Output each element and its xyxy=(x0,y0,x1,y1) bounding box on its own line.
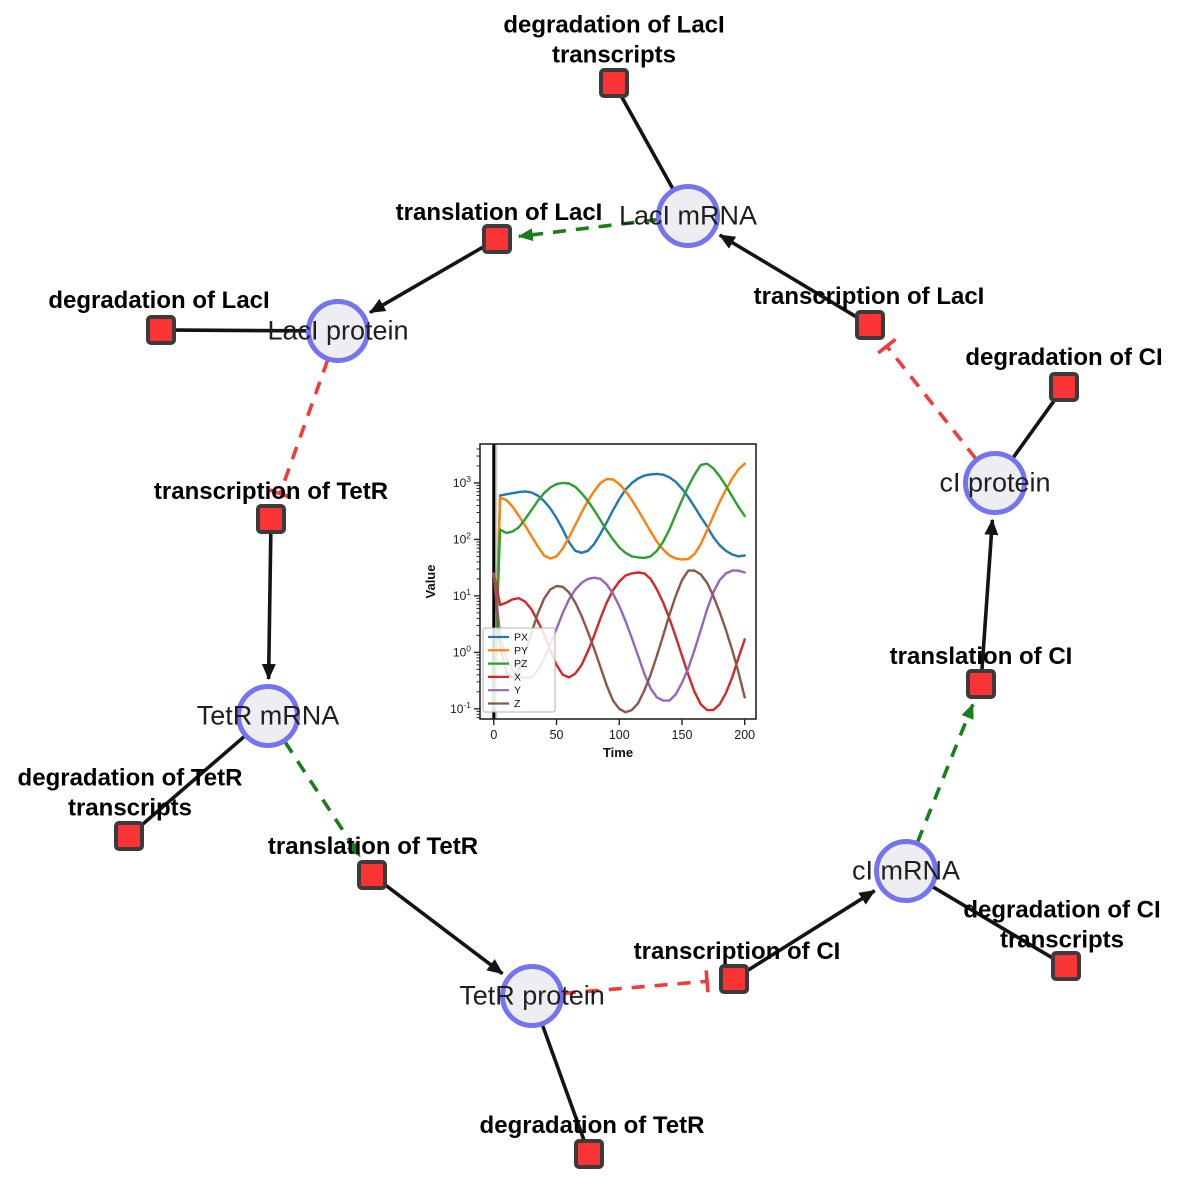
reaction-node-tsc-tetr[interactable] xyxy=(256,504,286,534)
legend-label: PZ xyxy=(514,658,528,670)
series-line-PZ xyxy=(492,462,746,710)
x-tick-label: 100 xyxy=(609,728,630,742)
series-line-Z xyxy=(492,569,746,714)
species-node-laci-protein[interactable] xyxy=(306,299,370,363)
species-node-laci-mrna[interactable] xyxy=(656,184,720,248)
reaction-label-line: degradation of LacI xyxy=(503,11,725,39)
reaction-node-tsc-laci[interactable] xyxy=(855,310,885,340)
reaction-label-tsl-tetr: translation of TetR xyxy=(268,832,478,862)
edge-reactant-ci-protein-to-deg-ci xyxy=(1011,398,1057,459)
reaction-node-deg-laci-transcripts[interactable] xyxy=(599,68,629,98)
x-axis-label: Time xyxy=(603,745,633,760)
edge-product-tsl-laci-to-laci-protein xyxy=(369,244,485,315)
species-label-laci-mrna: LacI mRNA xyxy=(618,200,758,231)
legend-label: X xyxy=(514,671,521,683)
reaction-node-deg-ci[interactable] xyxy=(1049,372,1079,402)
species-label-laci-protein: LacI protein xyxy=(267,315,409,346)
x-tick-label: 150 xyxy=(672,728,693,742)
series-line-PY xyxy=(492,462,746,710)
reaction-label-deg-tetr: degradation of TetR xyxy=(480,1111,705,1141)
reaction-label-tsl-ci: translation of CI xyxy=(890,642,1073,672)
series-line-PX xyxy=(492,472,746,710)
reaction-label-line: translation of TetR xyxy=(267,833,479,861)
reaction-node-deg-ci-transcripts[interactable] xyxy=(1051,951,1081,981)
edge-product-tsc-tetr-to-tetr-mrna xyxy=(261,533,276,680)
reaction-label-line: degradation of TetR xyxy=(17,764,243,792)
species-label-tetr-mrna: TetR mRNA xyxy=(196,700,340,731)
reaction-label-deg-ci-transcripts: degradation of CI transcripts xyxy=(963,895,1160,954)
reaction-label-line: translation of LacI xyxy=(395,199,603,227)
edge-modifier-ci-mrna-to-tsl-ci xyxy=(915,703,975,843)
reaction-label-line: translation of CI xyxy=(889,643,1073,671)
legend-label: Z xyxy=(514,698,521,710)
edge-inhibition-tetr-protein-to-tsc-ci xyxy=(562,970,710,996)
y-tick-label: 103 xyxy=(453,474,471,490)
edge-reactant-laci-protein-to-deg-laci xyxy=(175,328,308,333)
reaction-label-line: transcripts xyxy=(67,794,193,821)
reaction-node-tsl-ci[interactable] xyxy=(966,669,996,699)
edge-product-tsc-ci-to-ci-mrna xyxy=(745,889,876,973)
reaction-node-tsc-ci[interactable] xyxy=(719,964,749,994)
reaction-label-deg-laci: degradation of LacI xyxy=(48,286,269,316)
reaction-label-tsc-tetr: transcription of TetR xyxy=(154,477,388,507)
y-axis-label: Value xyxy=(425,565,438,599)
edge-inhibition-laci-protein-to-tsc-tetr xyxy=(269,359,330,499)
reaction-label-deg-laci-transcripts: degradation of LacI transcripts xyxy=(503,10,724,69)
y-tick-label: 100 xyxy=(453,643,471,659)
edge-reactant-tetr-mrna-to-deg-tetr-transcripts xyxy=(139,734,246,828)
reaction-node-tsl-laci[interactable] xyxy=(482,224,512,254)
species-label-tetr-protein: TetR protein xyxy=(459,980,605,1011)
y-tick-label: 10-1 xyxy=(450,700,471,716)
reaction-label-tsl-laci: translation of LacI xyxy=(396,198,603,228)
legend-label: PX xyxy=(514,632,528,644)
reaction-label-tsc-ci: transcription of CI xyxy=(634,937,841,967)
legend-label: PY xyxy=(514,645,528,657)
edge-inhibition-ci-protein-to-tsc-laci xyxy=(877,337,978,460)
x-tick-label: 0 xyxy=(490,728,497,742)
reaction-label-line: degradation of CI xyxy=(963,896,1161,924)
species-node-tetr-protein[interactable] xyxy=(500,964,564,1028)
edge-modifier-laci-mrna-to-tsl-laci xyxy=(517,217,658,242)
edge-product-tsl-ci-to-ci-protein xyxy=(980,518,999,670)
edge-reactant-ci-mrna-to-deg-ci-transcripts xyxy=(931,885,1055,960)
reaction-label-line: transcription of TetR xyxy=(153,478,389,506)
species-node-ci-protein[interactable] xyxy=(963,451,1027,515)
species-label-ci-protein: cI protein xyxy=(939,467,1051,498)
species-node-ci-mrna[interactable] xyxy=(874,839,938,903)
reaction-label-tsc-laci: transcription of LacI xyxy=(754,282,985,312)
edge-product-tsl-tetr-to-tetr-protein xyxy=(382,882,504,976)
reaction-label-line: transcripts xyxy=(551,41,677,68)
reaction-node-deg-tetr[interactable] xyxy=(574,1139,604,1169)
species-node-tetr-mrna[interactable] xyxy=(236,684,300,748)
legend-label: Y xyxy=(514,685,521,697)
x-tick-label: 50 xyxy=(550,728,564,742)
edge-reactant-tetr-protein-to-deg-tetr xyxy=(540,1024,586,1141)
edge-reactant-laci-mrna-to-deg-laci-transcripts xyxy=(619,95,675,190)
timeseries-inset-plot: 10-1 100 101 102 103 0 50 100 150 200 Time Value PX P… xyxy=(425,440,775,762)
reaction-label-deg-tetr-transcripts: degradation of TetR transcripts xyxy=(18,763,243,822)
reaction-node-deg-tetr-transcripts[interactable] xyxy=(114,821,144,851)
reaction-label-line: transcripts xyxy=(999,926,1125,953)
reaction-node-deg-laci[interactable] xyxy=(146,315,176,345)
reaction-label-line: transcription of CI xyxy=(633,938,841,966)
y-tick-label: 101 xyxy=(453,587,471,603)
reaction-label-deg-ci: degradation of CI xyxy=(965,343,1162,373)
reaction-label-line: degradation of CI xyxy=(965,344,1163,372)
x-tick-label: 200 xyxy=(734,728,755,742)
reaction-label-line: degradation of TetR xyxy=(479,1112,705,1140)
edge-product-tsc-laci-to-laci-mrna xyxy=(718,233,859,319)
species-label-ci-mrna: cI mRNA xyxy=(852,855,960,886)
reaction-node-tsl-tetr[interactable] xyxy=(357,860,387,890)
y-tick-label: 102 xyxy=(453,530,471,546)
reaction-label-line: transcription of LacI xyxy=(753,283,985,311)
reaction-label-line: degradation of LacI xyxy=(48,287,270,315)
